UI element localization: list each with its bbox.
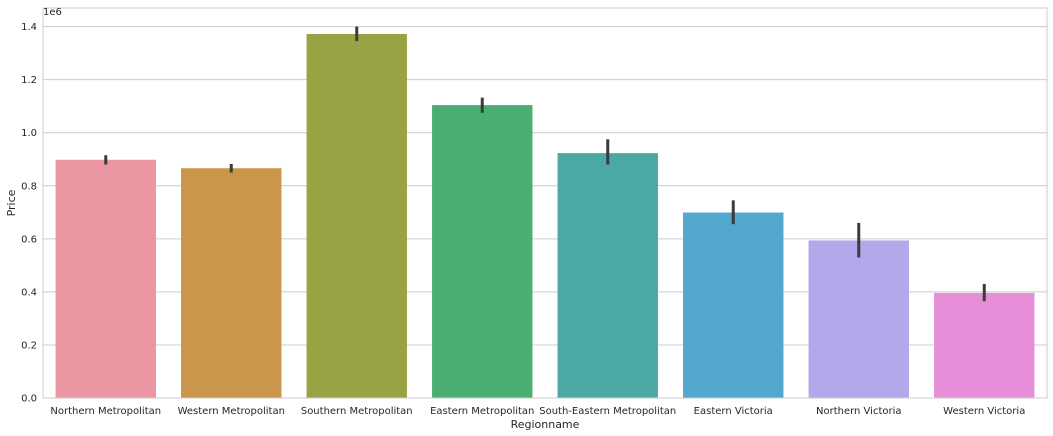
bar [432, 105, 533, 398]
x-tick-label: Western Victoria [943, 406, 1025, 417]
y-tick-label: 0.8 [21, 181, 37, 192]
y-tick-label: 0.6 [21, 234, 37, 245]
bar [683, 212, 784, 398]
bar [55, 159, 156, 398]
y-tick-label: 1.0 [21, 128, 37, 139]
y-scale-offset-label: 1e6 [43, 7, 62, 18]
x-tick-label: Southern Metropolitan [301, 406, 413, 417]
x-tick-label: Eastern Metropolitan [430, 406, 534, 417]
bar [808, 240, 909, 398]
x-tick-labels: Northern Metropolitan Western Metropolita… [50, 406, 1025, 417]
x-tick-label: South-Eastern Metropolitan [539, 406, 676, 417]
y-tick-label: 0.2 [21, 340, 37, 351]
bar [181, 168, 282, 398]
x-tick-label: Northern Metropolitan [50, 406, 161, 417]
x-axis-label: Regionname [511, 418, 580, 431]
y-tick-label: 0.4 [21, 287, 37, 298]
plot-frame [42, 7, 1048, 399]
y-tick-label: 1.4 [21, 22, 37, 33]
x-tick-label: Northern Victoria [816, 406, 902, 417]
bar [934, 292, 1035, 398]
x-tick-label: Eastern Victoria [694, 406, 773, 417]
y-tick-label: 0.0 [21, 394, 37, 405]
error-bars [104, 26, 986, 302]
bar [557, 153, 658, 398]
y-axis-label: Price [5, 189, 18, 216]
bars [55, 34, 1035, 398]
x-tick-label: Western Metropolitan [178, 406, 285, 417]
bar [306, 34, 407, 398]
y-tick-labels: 0.0 0.2 0.4 0.6 0.8 1.0 1.2 1.4 [21, 22, 37, 404]
y-tick-label: 1.2 [21, 75, 37, 86]
